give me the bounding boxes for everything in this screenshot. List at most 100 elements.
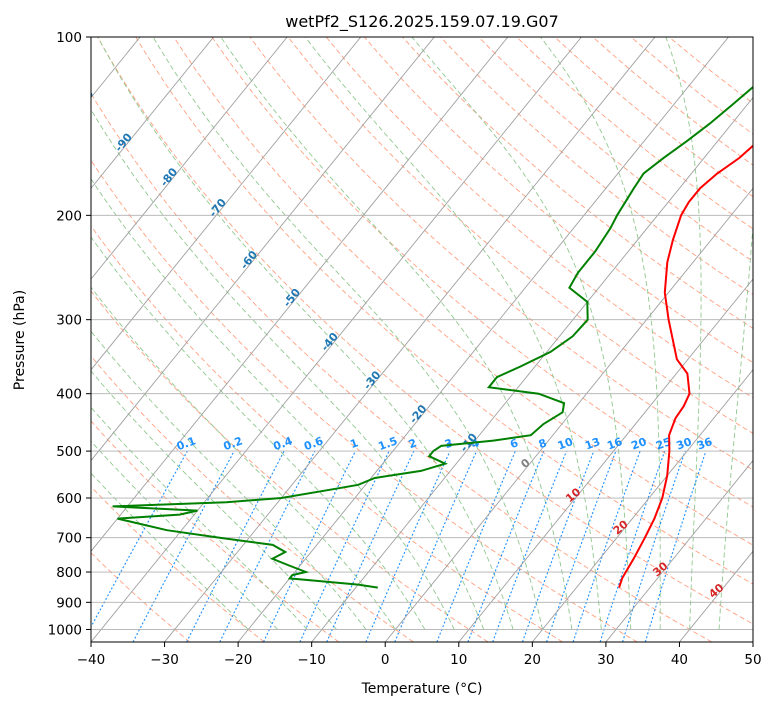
mixing-ratio-line [622, 450, 686, 642]
mixing-ratio-line [546, 450, 617, 642]
mixing-ratio-label: 6 [508, 436, 520, 451]
isotherm-line [91, 37, 214, 190]
mixing-ratio-label: 0.2 [222, 434, 245, 453]
mixing-ratio-line [326, 450, 415, 642]
isotherm-line [91, 37, 435, 462]
mixing-ratio-label: 8 [537, 436, 549, 451]
mixing-ratio-label: 30 [675, 435, 694, 453]
isotherm-line [311, 96, 753, 642]
isotherm-line [531, 369, 753, 642]
moist-adiabat [665, 37, 702, 630]
y-tick-label: 100 [56, 30, 82, 46]
mixing-ratio-label: 4 [470, 436, 482, 451]
dry-adiabat [440, 37, 753, 296]
y-tick-label: 900 [56, 595, 82, 611]
y-tick-label: 400 [56, 387, 82, 403]
y-axis-title: Pressure (hPa) [12, 290, 28, 390]
isotherm-line [91, 37, 582, 642]
x-tick-label: −40 [77, 652, 106, 668]
dewpoint-profile [112, 85, 753, 589]
moist-adiabat [220, 37, 573, 630]
dry-adiabat [211, 37, 753, 508]
x-tick-label: 10 [450, 652, 467, 668]
isotherm-line [91, 37, 362, 371]
mixing-ratio-line [492, 450, 568, 642]
mixing-ratio-line [132, 450, 235, 642]
mixing-ratio-label: 1.5 [376, 434, 399, 453]
isotherm-line [458, 278, 753, 642]
dry-adiabats [91, 37, 753, 642]
mixing-ratio-line [521, 450, 595, 642]
y-tick-label: 1000 [48, 622, 82, 638]
moist-adiabat [152, 37, 543, 630]
dry-adiabat [91, 486, 265, 642]
temperature-profile [618, 144, 753, 588]
isotherm-line [91, 37, 509, 552]
dry-adiabat [91, 92, 713, 642]
x-tick-label: 20 [524, 652, 541, 668]
dry-adiabat [592, 37, 753, 166]
pressure-gridlines [91, 37, 753, 630]
dry-adiabat [91, 159, 638, 642]
mixing-ratio-line [186, 450, 285, 642]
dry-adiabat [91, 355, 414, 642]
mixing-ratio-label: 36 [695, 435, 714, 453]
moist-adiabat [91, 236, 426, 630]
y-tick-label: 300 [56, 313, 82, 329]
x-tick-label: 0 [381, 652, 390, 668]
x-tick-label: −30 [150, 652, 179, 668]
moist-adiabat [718, 219, 753, 630]
mixing-ratio-label: 3 [443, 436, 455, 451]
isotherms [91, 37, 753, 642]
moist-adiabat [91, 178, 455, 630]
mixing-ratio-label: 2 [407, 436, 419, 451]
moist-adiabat [91, 330, 367, 630]
mixing-ratio-label: 1 [348, 436, 360, 451]
isotherm-line [237, 37, 729, 642]
mixing-ratio-line [599, 450, 666, 642]
mixing-ratio-line [572, 450, 641, 642]
mixing-ratio-label: 0.6 [302, 434, 325, 453]
axes: −40 −30 −20 −10 0 10 20 30 40 5010020030040050060… [48, 30, 762, 668]
mixing-ratio-label: 16 [605, 435, 624, 453]
mixing-ratio-label: 0.1 [175, 434, 198, 453]
mixing-ratio-label: 10 [556, 435, 575, 453]
moist-adiabat [91, 370, 337, 630]
dry-adiabat [516, 37, 753, 230]
x-tick-label: 30 [597, 652, 614, 668]
mixing-ratio-line [299, 450, 390, 642]
x-tick-label: 50 [744, 652, 761, 668]
plot-frame [90, 36, 754, 643]
y-tick-label: 700 [56, 531, 82, 547]
y-tick-label: 800 [56, 565, 82, 581]
dry-adiabat [91, 420, 340, 642]
mixing-ratio-line [365, 450, 451, 642]
mixing-ratio-line [467, 450, 545, 642]
moist-adiabat [91, 472, 249, 630]
dry-adiabat [249, 37, 753, 471]
dry-adiabat [363, 37, 753, 364]
dry-adiabat [97, 37, 753, 625]
sounding-profiles [112, 85, 753, 589]
isotherm-line [384, 187, 753, 642]
moist-adiabat [304, 37, 602, 630]
mixing-ratio-line [219, 450, 316, 642]
moist-adiabat [97, 37, 514, 630]
dry-adiabat [287, 37, 753, 434]
moist-adiabat [91, 406, 308, 630]
x-tick-label: −20 [224, 652, 253, 668]
moist-adiabat [91, 286, 396, 630]
mixing-ratio-label: 0.4 [271, 434, 294, 453]
y-tick-label: 500 [56, 444, 82, 460]
y-tick-label: 600 [56, 491, 82, 507]
y-tick-label: 200 [56, 208, 82, 224]
isotherm-line [91, 37, 288, 280]
mixing-ratio-label: 13 [583, 435, 602, 452]
dry-adiabat [135, 37, 753, 585]
x-tick-label: 40 [671, 652, 688, 668]
mixing-ratio-line [436, 450, 516, 642]
x-axis-title: Temperature (°C) [361, 681, 483, 697]
moist-adiabat [91, 440, 279, 630]
